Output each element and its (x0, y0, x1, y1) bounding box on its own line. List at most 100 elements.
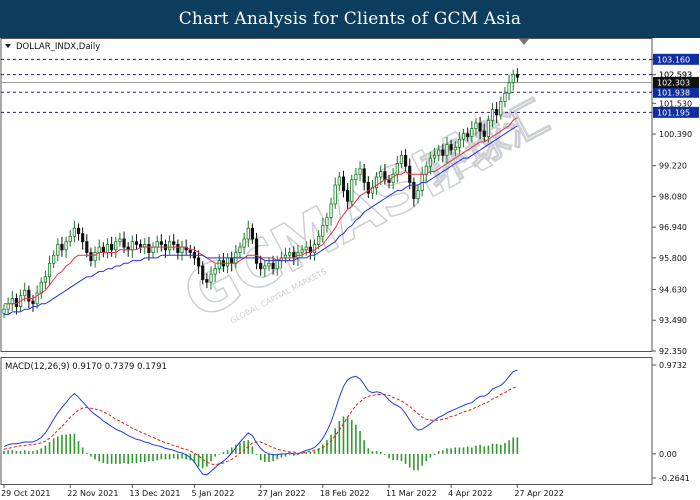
level-label: 103.160 (657, 55, 690, 64)
macd-histogram-bar (321, 444, 324, 454)
dropdown-triangle-icon[interactable] (5, 44, 11, 48)
candle-body (213, 268, 217, 275)
candle-body (60, 244, 64, 251)
macd-histogram-bar (363, 440, 365, 454)
macd-histogram-bar (32, 451, 34, 454)
macd-histogram-bar (44, 445, 47, 454)
macd-histogram-bar (28, 451, 30, 454)
candle-body (85, 241, 89, 253)
macd-histogram-bar (218, 453, 221, 455)
macd-histogram-bar (148, 453, 150, 462)
macd-histogram-bar (404, 453, 407, 464)
macd-histogram-bar (342, 416, 345, 454)
candle-body (374, 176, 379, 189)
macd-histogram-bar (251, 446, 254, 454)
candle-body (449, 144, 453, 151)
time-tick-label: 27 Jan 2022 (258, 489, 306, 498)
candle-body (167, 241, 172, 251)
macd-histogram-bar (19, 451, 22, 454)
macd-histogram-bar (272, 453, 274, 462)
candle-body (93, 252, 97, 262)
macd-histogram-bar (454, 447, 457, 454)
macd-histogram-bar (86, 452, 88, 454)
macd-histogram-bar (15, 451, 18, 454)
macd-histogram-bar (119, 453, 121, 464)
candle-body (196, 257, 201, 267)
candle-body (147, 244, 151, 253)
macd-histogram-bar (193, 453, 196, 463)
candle-body (391, 173, 395, 183)
macd-histogram-bar (491, 443, 494, 454)
macd-histogram-bar (160, 453, 163, 460)
price-tick-label: 99.220 (659, 162, 687, 171)
macd-histogram-bar (172, 453, 175, 459)
macd-histogram-bar (346, 416, 349, 454)
macd-histogram-bar (81, 447, 84, 454)
macd-histogram-bar (206, 453, 208, 467)
macd-histogram-bar (359, 431, 361, 454)
candle-body (10, 297, 14, 305)
macd-histogram-bar (317, 448, 320, 454)
macd-tick-label: 0.00 (659, 450, 677, 459)
candle-body (159, 241, 163, 245)
candle-body (31, 300, 35, 305)
candle-body (362, 168, 366, 183)
macd-histogram-bar (475, 445, 477, 454)
macd-histogram-bar (516, 437, 519, 454)
macd-histogram-bar (3, 451, 5, 454)
main-pane-frame (0, 38, 653, 352)
chart-area: GCMASIA GLOBAL CAPITAL MARKETS 环球汇 102.5… (0, 38, 699, 498)
price-tick-label: 98.080 (659, 192, 687, 201)
macd-histogram-bar (264, 453, 266, 463)
price-tick-label: 102.593 (659, 71, 692, 80)
macd-histogram-bar (433, 453, 436, 455)
macd-histogram-bar (123, 453, 125, 463)
macd-histogram-bar (127, 453, 129, 464)
macd-histogram-bar (280, 453, 283, 458)
macd-histogram-bar (135, 453, 138, 463)
macd-histogram-bar (446, 448, 448, 454)
macd-histogram-bar (413, 453, 415, 471)
level-label: 102.593 (659, 71, 692, 80)
macd-histogram-bar (371, 451, 374, 454)
macd-pane-frame (0, 357, 653, 485)
candle-body (81, 233, 85, 243)
macd-histogram-bar (396, 453, 399, 461)
candle-body (176, 244, 180, 253)
macd-histogram-bar (437, 451, 440, 454)
macd-histogram-bar (181, 453, 183, 459)
macd-histogram-bar (384, 453, 386, 455)
macd-histogram-bar (379, 452, 382, 454)
macd-histogram-bar (152, 453, 154, 462)
current-price-box (653, 76, 699, 88)
candle-body (395, 163, 399, 175)
candle-body (358, 168, 362, 175)
macd-histogram-bar (417, 453, 419, 471)
macd-histogram-bar (239, 442, 241, 454)
time-axis: 29 Oct 2021 22 Nov 2021 13 Dec 2021 5 Jan 2… (1, 484, 564, 498)
price-axis: 102.593 101.530 100.390 99.220 98.080 96.940 9… (652, 53, 699, 356)
candle-body (432, 154, 437, 159)
macd-histogram-bar (313, 451, 316, 454)
candle-body (507, 82, 511, 94)
macd-histogram-bar (110, 453, 113, 464)
time-tick-label: 29 Oct 2021 (1, 489, 50, 498)
macd-histogram-bar (139, 453, 142, 463)
price-tick-label: 94.630 (659, 285, 687, 294)
macd-histogram-bar (222, 452, 225, 454)
candle-body (35, 292, 39, 305)
candle-body (428, 157, 433, 167)
macd-histogram-bar (334, 428, 336, 454)
macd-histogram-bar (388, 453, 390, 459)
macd-histogram-bar (326, 440, 328, 454)
macd-histogram-bar (214, 453, 216, 457)
macd-histogram-bar (442, 450, 444, 454)
candle-body (445, 144, 449, 156)
time-tick-label: 18 Feb 2022 (320, 489, 370, 498)
candle-body (337, 176, 341, 186)
candle-body (424, 165, 428, 175)
candle-body (47, 262, 52, 278)
macd-histogram-bar (52, 438, 55, 454)
candle-body (246, 227, 250, 240)
candle-body (2, 308, 6, 314)
